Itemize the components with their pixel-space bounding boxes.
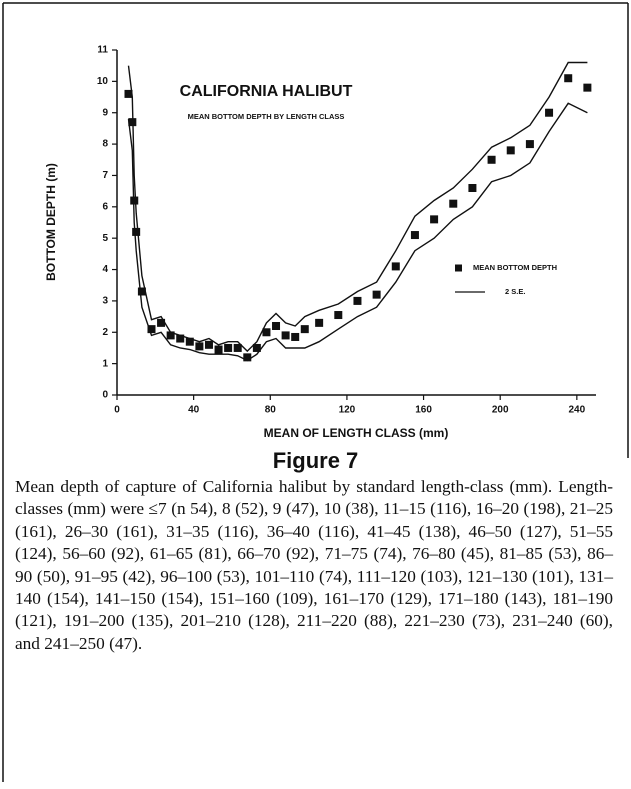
legend-label: 2 S.E. [505,287,525,296]
point [291,332,300,341]
y-tick-label: 10 [97,76,109,87]
y-axis-label: BOTTOM DEPTH (m) [44,163,58,281]
point [334,311,343,320]
point [391,262,400,271]
point [128,118,137,127]
point [487,155,496,164]
point [157,318,166,327]
legend-label: MEAN BOTTOM DEPTH [473,263,557,272]
x-axis-label: MEAN OF LENGTH CLASS (mm) [264,426,449,440]
point [506,146,515,155]
point [281,331,290,340]
point [132,227,141,236]
point [545,108,554,117]
point [124,89,133,98]
y-tick-label: 0 [102,390,108,401]
x-tick-label: 240 [568,405,585,416]
y-tick-label: 7 [102,170,108,181]
point [166,331,175,340]
point [224,343,233,352]
legend-marker [455,264,462,272]
y-tick-label: 1 [102,358,108,369]
chart-title: CALIFORNIA HALIBUT [180,83,353,100]
point [214,345,223,354]
point [137,287,146,296]
point [243,353,252,362]
y-tick-label: 11 [97,45,108,56]
point [410,231,419,240]
x-tick-label: 160 [415,405,432,416]
x-tick-label: 80 [265,405,277,416]
point [315,318,324,327]
point [525,140,534,149]
y-tick-label: 9 [102,107,108,118]
point [130,196,139,205]
x-tick-label: 0 [114,405,120,416]
x-tick-label: 200 [492,405,509,416]
point [252,343,261,352]
point [195,342,204,351]
y-tick-label: 6 [102,201,108,212]
se-line [127,102,588,362]
se-line [127,61,588,353]
y-tick-label: 5 [102,233,108,244]
figure-caption: Mean depth of capture of California hali… [15,477,613,653]
point [262,328,271,337]
x-tick-label: 40 [188,405,200,416]
chart-subtitle: MEAN BOTTOM DEPTH BY LENGTH CLASS [188,112,345,121]
point [272,322,281,330]
point [185,337,194,346]
point [353,296,362,305]
point [449,199,458,208]
x-tick-label: 120 [339,405,356,416]
point [468,184,477,192]
point [176,334,185,343]
point [583,83,592,92]
point [300,325,309,334]
y-tick-label: 3 [102,296,108,307]
y-tick-label: 4 [102,264,108,275]
y-tick-label: 8 [102,139,108,150]
point [233,343,242,352]
point [372,290,381,299]
figure-label: Figure 7 [272,448,359,473]
point [147,325,156,334]
point [430,215,439,224]
y-tick-label: 2 [102,327,108,338]
point [564,74,573,83]
point [204,340,213,349]
